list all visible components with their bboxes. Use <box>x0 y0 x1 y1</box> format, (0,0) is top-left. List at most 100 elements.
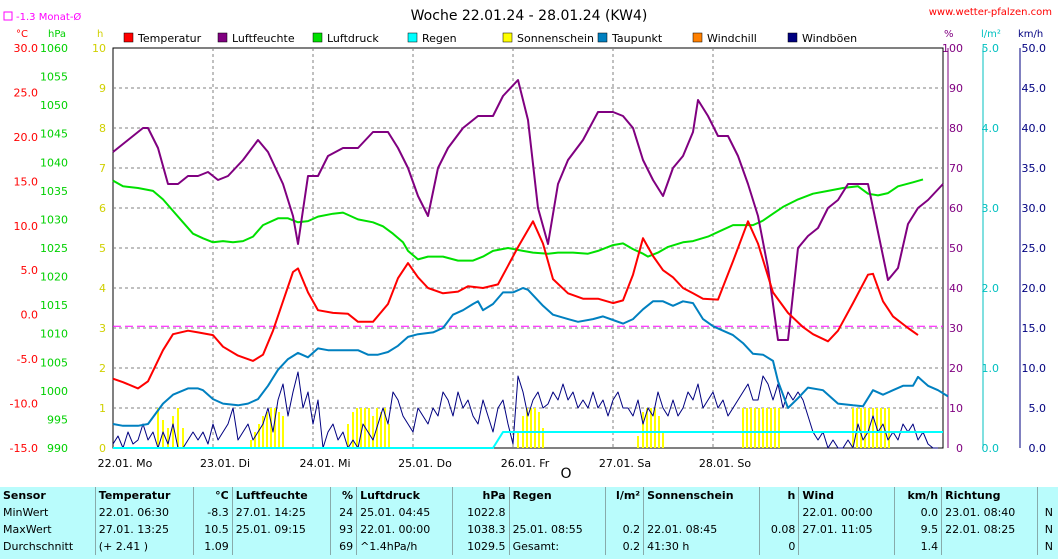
temp-tick: 5.0 <box>21 264 39 277</box>
press-tick: 1025 <box>40 242 68 255</box>
stats-cell: 22.01. 00:00 <box>798 504 895 521</box>
temp-tick: -5.0 <box>17 353 38 366</box>
day-label: 27.01. Sa <box>599 457 651 470</box>
now-marker: O <box>560 466 571 482</box>
stats-cell: Temperatur <box>94 487 194 504</box>
legend-swatch <box>217 32 228 43</box>
stats-cell <box>643 504 760 521</box>
sunshine-bar <box>538 412 540 448</box>
stats-header-row: Sensor Temperatur °C Luftfeuchte% Luftdruck h… <box>0 487 1056 504</box>
press-tick: 1000 <box>40 385 68 398</box>
stats-cell: °C <box>192 487 233 504</box>
stats-cell: 27.01. 14:25 <box>231 504 331 521</box>
sunshine-bar <box>650 408 652 448</box>
site-link[interactable]: www.wetter-pfalzen.com <box>929 7 1052 18</box>
wind-tick: 35.0 <box>1022 162 1047 175</box>
luftfeuchte-line <box>112 79 944 341</box>
sun-tick: 6 <box>99 202 106 215</box>
wind-tick: 25.0 <box>1022 242 1047 255</box>
sunshine-bar <box>860 408 862 448</box>
sunshine-bar <box>380 412 382 448</box>
day-label: 23.01. Di <box>200 457 250 470</box>
press-tick: 1055 <box>40 71 68 84</box>
sunshine-bar <box>177 408 179 448</box>
taupunkt-line <box>112 287 949 427</box>
stats-row-avg: Durchschnitt (+ 2.41 ) 1.09 69 ^1.4hPa/h 1029… <box>0 538 1056 555</box>
stats-cell <box>1037 487 1056 504</box>
sunshine-bar <box>360 408 362 448</box>
sunshine-bar <box>642 412 644 448</box>
hum-tick: 10 <box>949 402 963 415</box>
press-tick: 1015 <box>40 299 68 312</box>
sunshine-bar <box>262 416 264 448</box>
press-tick: 1050 <box>40 99 68 112</box>
stats-cell: Richtung <box>941 487 1038 504</box>
legend-swatch <box>123 32 134 43</box>
sunshine-bar <box>162 420 164 448</box>
hum-tick: 30 <box>949 322 963 335</box>
stats-cell: MinWert <box>3 506 49 519</box>
sunshine-bar <box>278 412 280 448</box>
stats-cell: 41:30 h <box>643 538 760 555</box>
sunshine-bar <box>754 408 756 448</box>
sunshine-bar <box>662 432 664 448</box>
day-label: 22.01. Mo <box>98 457 153 470</box>
sunshine-bar <box>157 408 159 448</box>
legend-swatch <box>502 32 513 43</box>
legend-swatch <box>597 32 608 43</box>
stats-row-max: MaxWert 27.01. 13:25 10.5 25.01. 09:15 93 22.… <box>0 521 1056 538</box>
legend-label: Sonnenschein <box>517 32 594 45</box>
legend-label: Windchill <box>707 32 757 45</box>
stats-cell: 0.2 <box>604 538 644 555</box>
series-lines <box>112 79 949 449</box>
rain-tick: 0.0 <box>982 442 1000 455</box>
press-tick: 1010 <box>40 328 68 341</box>
stats-cell: Sonnenschein <box>643 487 760 504</box>
stats-cell: Regen <box>508 487 605 504</box>
wind-tick: 40.0 <box>1022 122 1047 135</box>
wind-tick: 45.0 <box>1022 82 1047 95</box>
rain-tick: 4.0 <box>982 122 1000 135</box>
temp-tick: 25.0 <box>14 86 39 99</box>
wind-tick: 30.0 <box>1022 202 1047 215</box>
press-tick: 1045 <box>40 128 68 141</box>
hum-tick: 40 <box>949 282 963 295</box>
sunshine-bar <box>270 408 272 448</box>
sun-tick: 8 <box>99 122 106 135</box>
sunshine-bar <box>758 408 760 448</box>
sunshine-bar <box>646 408 648 448</box>
temp-tick: 0.0 <box>21 309 39 322</box>
hum-tick: 100 <box>942 42 963 55</box>
temp-tick: 10.0 <box>14 220 39 233</box>
sunshine-bar <box>172 416 174 448</box>
legend-swatch <box>312 32 323 43</box>
sunshine-bar <box>654 408 656 448</box>
stats-cell: 69 <box>329 538 357 555</box>
legend-label: Luftfeuchte <box>232 32 295 45</box>
sun-tick: 3 <box>99 322 106 335</box>
rain-tick: 5.0 <box>982 42 1000 55</box>
temp-tick: -15.0 <box>10 442 38 455</box>
stats-cell: 22.01. 06:30 <box>94 504 194 521</box>
sunshine-bar <box>352 412 354 448</box>
stats-cell: 22.01. 08:45 <box>643 521 760 538</box>
sun-tick: 10 <box>92 42 106 55</box>
hum-tick: 60 <box>949 202 963 215</box>
stats-cell: 93 <box>329 521 357 538</box>
stats-cell: 22.01. 08:25 <box>941 521 1038 538</box>
unit-rain: l/m² <box>981 29 1001 40</box>
day-label: 24.01. Mi <box>299 457 350 470</box>
stats-cell: N <box>1037 504 1056 521</box>
weather-chart: Woche 22.01.24 - 28.01.24 (KW4) www.wett… <box>3 7 1052 482</box>
stats-cell: MaxWert <box>3 523 52 536</box>
unit-sun: h <box>97 29 103 40</box>
sunshine-bar <box>388 424 390 448</box>
stats-cell: l/m² <box>604 487 644 504</box>
stats-cell: % <box>329 487 357 504</box>
stats-cell: 0.2 <box>604 521 644 538</box>
sun-tick: 4 <box>99 282 106 295</box>
unit-press: hPa <box>48 29 66 40</box>
luftdruck-line <box>112 178 924 262</box>
legend-label: Regen <box>422 32 457 45</box>
hum-tick: 0 <box>956 442 963 455</box>
